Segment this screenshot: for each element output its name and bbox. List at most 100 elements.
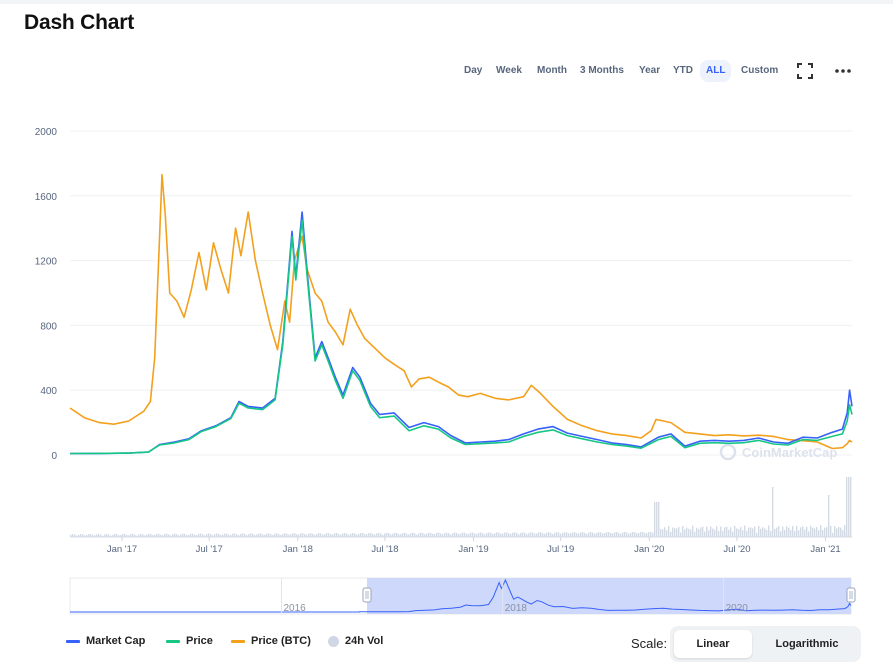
volume-swatch	[328, 635, 339, 647]
volume-bar	[648, 532, 650, 537]
price-swatch	[166, 639, 180, 643]
volume-bar	[308, 533, 310, 537]
volume-bar	[92, 534, 94, 537]
legend-market-cap[interactable]: Market Cap	[66, 633, 145, 649]
navigator-left-handle[interactable]	[362, 587, 372, 603]
volume-bar	[192, 533, 194, 537]
volume-bar	[598, 532, 600, 537]
volume-bar	[174, 533, 176, 537]
volume-bar	[290, 534, 292, 537]
volume-bar	[196, 534, 198, 537]
volume-bar	[180, 534, 182, 537]
legend-24h-vol[interactable]: 24h Vol	[328, 633, 383, 649]
navigator-right-handle[interactable]	[846, 587, 856, 603]
legend-label: Price	[186, 635, 213, 647]
volume-bar	[430, 532, 432, 537]
volume-bar	[514, 532, 516, 537]
volume-bar	[472, 532, 474, 537]
scale-linear-button[interactable]: Linear	[674, 630, 752, 658]
volume-bar	[388, 533, 390, 537]
volume-bar	[432, 533, 434, 537]
volume-bar	[702, 526, 704, 537]
coinmarketcap-watermark: CoinMarketCap	[719, 443, 837, 461]
volume-bar	[684, 529, 686, 537]
volume-bar	[336, 533, 338, 537]
volume-bar	[510, 533, 512, 537]
volume-bar	[284, 533, 286, 537]
volume-bar	[366, 534, 368, 537]
volume-bar	[804, 529, 806, 537]
volume-bar	[776, 527, 778, 537]
volume-bar	[400, 534, 402, 537]
volume-bar	[766, 529, 768, 537]
price-chart[interactable]: 0 400 800 1200 1600 2000 CoinMarketCap Jan '1…	[0, 0, 893, 625]
volume-bar	[784, 529, 786, 537]
range-week[interactable]: Week	[496, 65, 522, 76]
volume-bar	[596, 532, 598, 537]
volume-bar	[772, 487, 774, 537]
y-tick-label: 1200	[35, 257, 58, 268]
volume-bar	[680, 532, 682, 537]
range-custom[interactable]: Custom	[741, 65, 779, 76]
volume-bar	[550, 532, 552, 537]
volume-bar	[414, 533, 416, 537]
volume-bar	[546, 532, 548, 537]
navigator-selection[interactable]	[367, 578, 851, 614]
more-options-icon[interactable]	[833, 61, 853, 81]
volume-bar	[592, 532, 594, 537]
volume-bar	[212, 535, 214, 537]
volume-bar	[512, 532, 514, 537]
volume-bar	[230, 534, 232, 537]
volume-bar	[670, 531, 672, 537]
x-tick-label: Jul '20	[723, 544, 750, 555]
volume-bar	[208, 533, 210, 537]
volume-bar	[682, 526, 684, 537]
range-ytd[interactable]: YTD	[673, 65, 693, 76]
volume-bar	[524, 532, 526, 537]
volume-bar	[674, 527, 676, 537]
volume-bar	[118, 535, 120, 537]
volume-bar	[794, 531, 796, 537]
volume-bar	[364, 534, 366, 537]
volume-bar	[722, 530, 724, 537]
volume-bar	[162, 535, 164, 537]
range-day[interactable]: Day	[464, 65, 483, 76]
volume-bar	[500, 533, 502, 537]
scale-toggle: Linear Logarithmic	[670, 626, 861, 662]
range-3-months[interactable]: 3 Months	[580, 65, 624, 76]
volume-bar	[624, 531, 626, 537]
scale-logarithmic-button[interactable]: Logarithmic	[775, 638, 839, 650]
volume-bar	[280, 535, 282, 537]
volume-bar	[350, 533, 352, 537]
volume-bar	[360, 532, 362, 537]
volume-bar	[528, 533, 530, 537]
range-year[interactable]: Year	[639, 65, 661, 76]
volume-bar	[254, 534, 256, 537]
legend-price[interactable]: Price	[166, 633, 213, 649]
legend-price-btc[interactable]: Price (BTC)	[231, 633, 311, 649]
volume-bar	[160, 534, 162, 537]
volume-bar	[116, 534, 118, 537]
range-all[interactable]: ALL	[700, 60, 732, 82]
volume-bar	[266, 533, 268, 537]
volume-bar	[806, 526, 808, 537]
range-month[interactable]: Month	[537, 65, 567, 76]
series-line-price	[69, 219, 853, 455]
volume-bar	[460, 533, 462, 537]
volume-bar	[384, 533, 386, 537]
volume-bar	[742, 530, 744, 537]
volume-bar	[816, 527, 818, 537]
volume-bar	[480, 532, 482, 537]
volume-bar	[778, 526, 780, 537]
volume-bar	[736, 528, 738, 537]
fullscreen-icon[interactable]	[795, 61, 815, 81]
volume-bar	[712, 528, 714, 537]
y-tick-label: 800	[40, 321, 57, 332]
volume-bar	[292, 533, 294, 537]
volume-bar	[676, 528, 678, 537]
volume-bar	[694, 531, 696, 537]
volume-bar	[368, 533, 370, 537]
x-tick-label: Jul '18	[371, 544, 398, 555]
volume-bar	[82, 534, 84, 537]
volume-bar	[594, 533, 596, 537]
